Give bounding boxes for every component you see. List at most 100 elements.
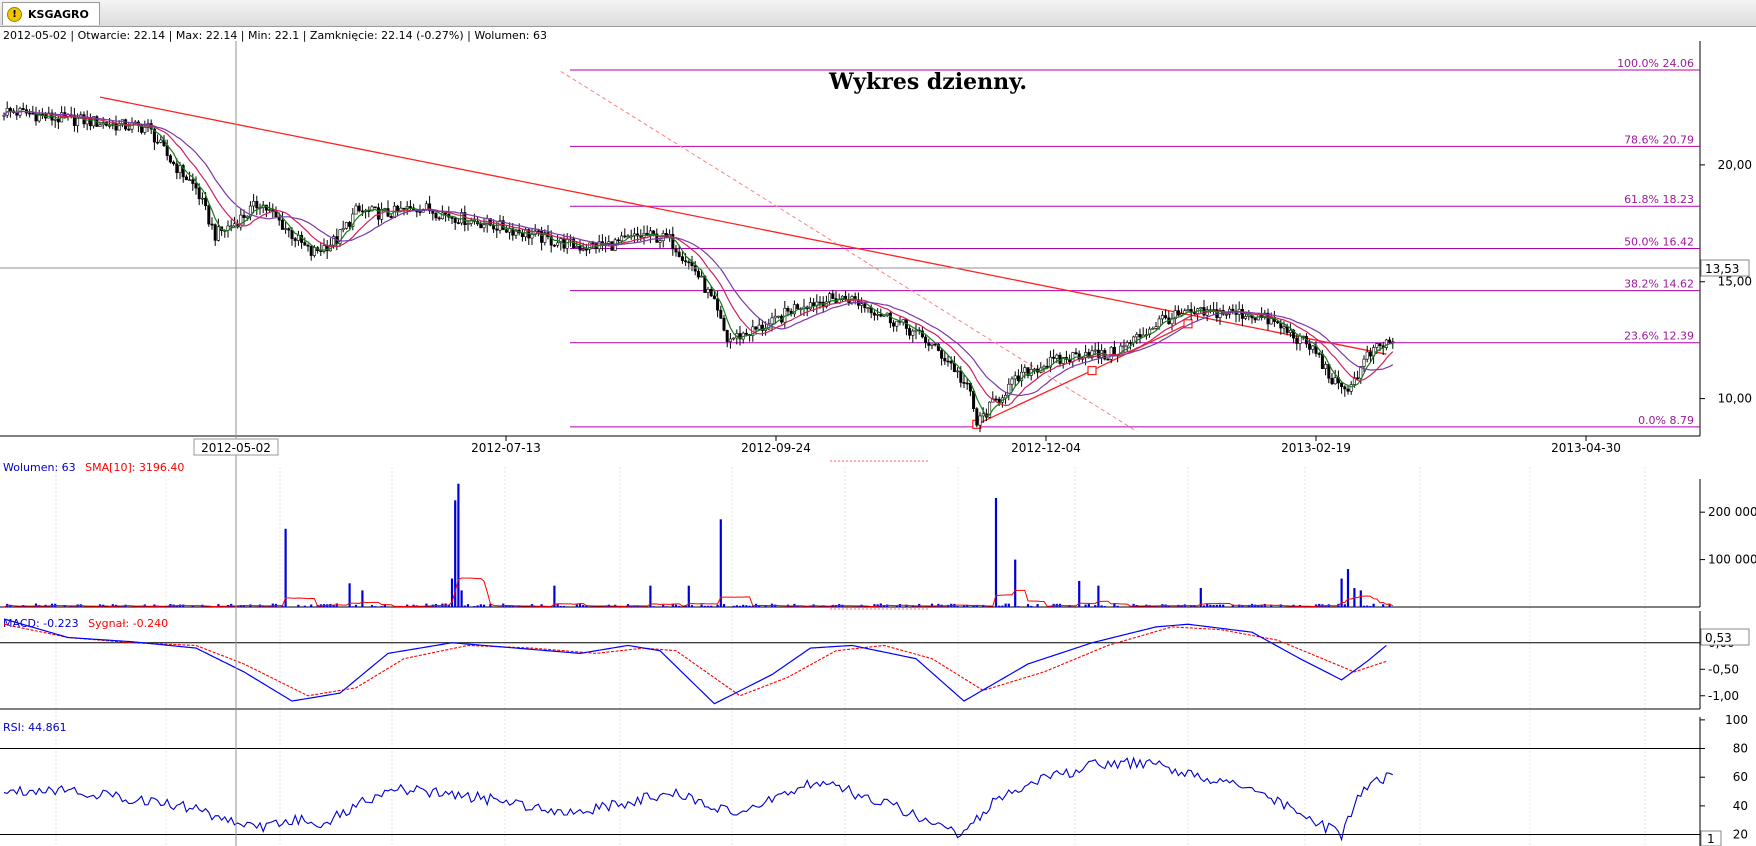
volume-bar-379 <box>1215 604 1218 607</box>
volume-bar-279 <box>895 605 898 607</box>
volume-bar-342 <box>1097 585 1100 607</box>
volume-bar-119 <box>383 604 386 607</box>
volume-bar-136 <box>438 606 441 608</box>
candle-body-334 <box>1071 352 1075 363</box>
candle-body-432 <box>1384 339 1388 348</box>
candle-body-97 <box>312 247 316 256</box>
volume-bar-236 <box>758 605 761 607</box>
candle-body-403 <box>1292 329 1296 339</box>
candle-body-189 <box>607 241 611 244</box>
candle-body-268 <box>860 303 864 306</box>
price-panel[interactable]: 100.0% 24.06 78.6% 20.79 61.8% 18.23 50.0% … <box>0 41 1752 610</box>
tab-bar: ! KSGAGRO <box>0 0 1756 27</box>
candle-body-57 <box>184 176 188 181</box>
volume-bar-267 <box>857 606 860 608</box>
candle-body-418 <box>1340 382 1344 388</box>
candle-body-214 <box>687 261 691 264</box>
candle-body-329 <box>1055 354 1059 359</box>
candle-body-162 <box>520 232 524 238</box>
volume-bar-352 <box>1129 606 1132 608</box>
crosshair-price-label: 13,53 <box>1705 262 1739 276</box>
rsi-tick-label-0: 100 <box>1725 713 1748 727</box>
macd-y-ticks: 0,00-0,50-1,00 <box>1700 636 1739 703</box>
fibonacci-retracement[interactable]: 100.0% 24.06 78.6% 20.79 61.8% 18.23 50.0% … <box>570 57 1700 428</box>
volume-bar-375 <box>1202 605 1206 607</box>
volume-bar-108 <box>348 583 351 607</box>
candle-body-136 <box>437 217 441 220</box>
volume-bar-219 <box>703 605 706 607</box>
chart-area[interactable]: 2012-05-02 | Otwarcie: 22.14 | Max: 22.1… <box>0 27 1756 846</box>
candle-body-44 <box>143 126 147 133</box>
candle-body-335 <box>1074 352 1078 354</box>
volume-bar-197 <box>633 605 636 607</box>
candle-body-411 <box>1317 353 1321 355</box>
candle-body-319 <box>1023 367 1027 373</box>
volume-sma-legend: SMA[10]: 3196.40 <box>85 461 184 474</box>
candle-body-395 <box>1266 312 1270 325</box>
ohlc-info: 2012-05-02 | Otwarcie: 22.14 | Max: 22.1… <box>3 29 547 42</box>
volume-bar-94 <box>303 605 306 607</box>
volume-bar-140 <box>450 578 454 607</box>
candle-body-62 <box>200 197 204 200</box>
candle-body-298 <box>956 370 960 373</box>
candle-body-132 <box>424 203 428 210</box>
volume-bar-198 <box>636 605 639 607</box>
volume-bar-234 <box>751 605 754 607</box>
candle-body-242 <box>776 315 780 318</box>
volume-bar-88 <box>284 528 287 607</box>
candle-body-22 <box>72 114 76 126</box>
candle-body-355 <box>1138 334 1142 338</box>
candle-body-117 <box>376 207 380 220</box>
candle-body-145 <box>466 223 470 225</box>
candle-body-2 <box>8 108 12 112</box>
candle-body-134 <box>431 210 435 214</box>
candle-body-35 <box>114 123 118 131</box>
volume-bar-207 <box>665 606 668 608</box>
candle-body-43 <box>140 124 144 133</box>
candle-body-36 <box>117 123 121 131</box>
crosshair[interactable]: 13,53 2012-05-02 0,53 1 <box>0 41 1750 846</box>
crosshair-rsi-label: 1 <box>1707 832 1715 846</box>
candle-body-363 <box>1164 315 1168 319</box>
candle-body-55 <box>178 165 182 173</box>
fib-label-3: 50.0% 16.42 <box>1624 236 1694 249</box>
volume-bar-182 <box>585 605 588 607</box>
candle-body-327 <box>1048 356 1052 368</box>
volume-bar-338 <box>1084 604 1087 607</box>
volume-bar-225 <box>722 604 726 607</box>
candle-body-33 <box>108 125 112 127</box>
candle-body-230 <box>738 333 742 340</box>
candle-body-293 <box>940 350 944 359</box>
volume-bar-174 <box>559 605 562 607</box>
volume-bar-92 <box>297 604 300 607</box>
candle-body-270 <box>866 307 870 309</box>
volume-bar-419 <box>1343 604 1346 607</box>
volume-bar-341 <box>1094 605 1097 607</box>
volume-bar-290 <box>930 603 934 607</box>
candle-body-322 <box>1032 368 1036 371</box>
crosshair-date-label: 2012-05-02 <box>201 441 271 455</box>
volume-bar-320 <box>1026 604 1030 607</box>
volume-bar-229 <box>735 605 738 607</box>
tab-ksgagro[interactable]: ! KSGAGRO <box>2 2 100 25</box>
candle-body-277 <box>888 312 892 324</box>
volume-bar-282 <box>905 604 908 607</box>
volume-panel[interactable]: Wolumen: 63 SMA[10]: 3196.40 200 000 100 … <box>0 461 1756 608</box>
crosshair-price-box <box>1700 259 1750 277</box>
candle-body-9 <box>31 112 35 115</box>
candle-body-275 <box>882 314 886 317</box>
trend-lines[interactable] <box>99 70 1387 610</box>
crosshair-macd-box <box>1700 628 1750 646</box>
volume-bar-258 <box>828 606 831 608</box>
candle-body-72 <box>232 223 236 227</box>
rsi-panel[interactable]: RSI: 44.861 100 80 60 40 20 <box>0 713 1748 846</box>
candle-body-141 <box>453 218 457 223</box>
macd-panel[interactable]: MACD: -0.223 Sygnał: -0.240 0,00-0,50-1,… <box>0 611 1739 710</box>
candle-body-433 <box>1388 339 1392 343</box>
volume-bar-59 <box>191 605 194 607</box>
volume-bar-149 <box>479 604 482 607</box>
candle-body-310 <box>994 398 998 401</box>
candle-body-419 <box>1343 386 1347 390</box>
candle-body-127 <box>408 206 412 209</box>
volume-bar-426 <box>1366 605 1369 607</box>
